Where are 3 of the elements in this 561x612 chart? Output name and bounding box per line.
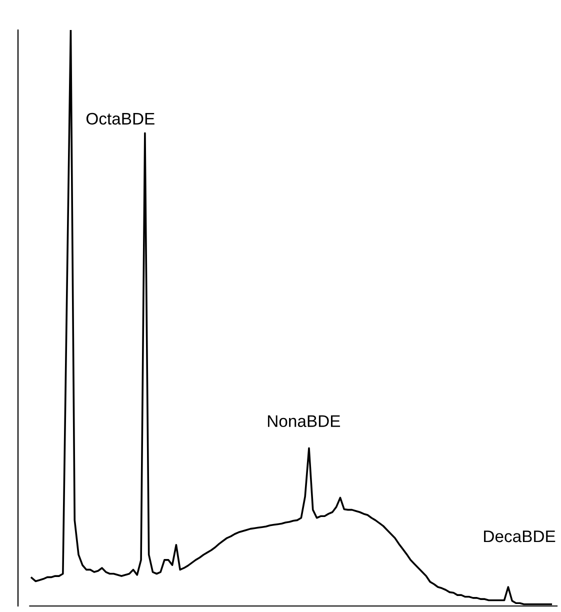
annotation: OctaBDE: [86, 112, 154, 125]
annotation: NonaBDE: [268, 415, 340, 428]
annotation: DecaBDE: [484, 530, 556, 542]
